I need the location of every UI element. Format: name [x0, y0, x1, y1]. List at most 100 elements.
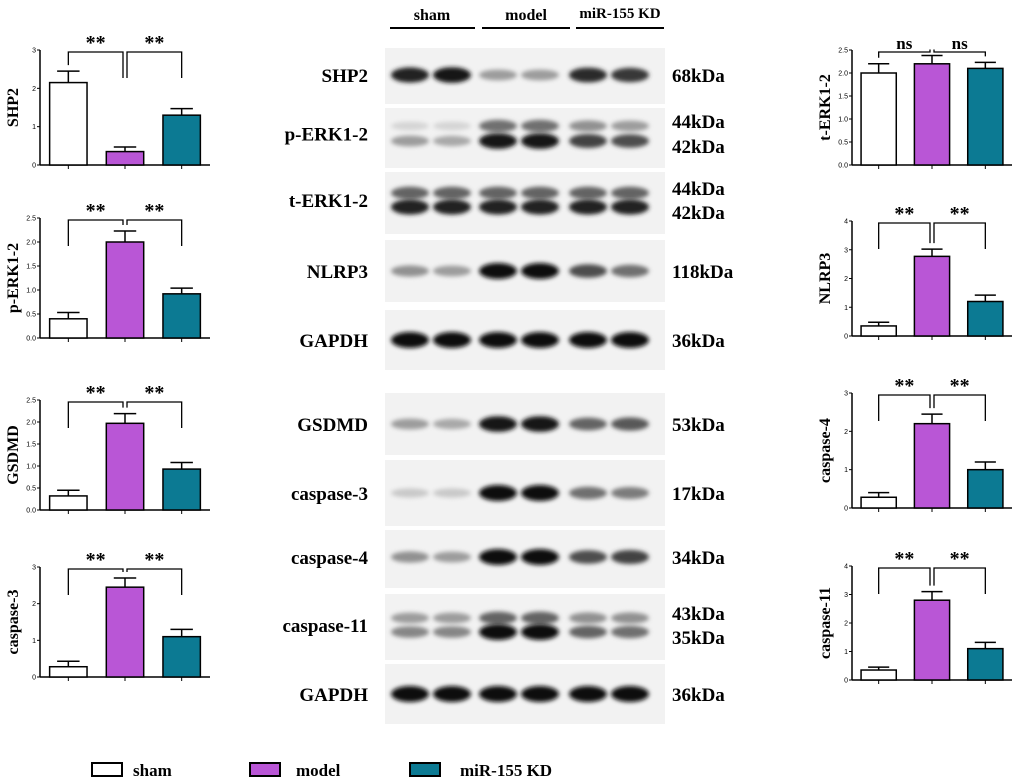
significance-label: ** — [144, 382, 164, 404]
y-tick-label: 2.5 — [26, 216, 36, 223]
significance-bracket — [67, 401, 124, 428]
band — [433, 488, 471, 498]
y-tick-label: 0 — [844, 678, 848, 685]
western-blots: SHP2 68kDa p-ERK1-2 44kDa 42kDa t-ERK1-2 44kDa… — [283, 48, 734, 724]
band — [391, 686, 429, 702]
y-tick-label: 1.0 — [838, 117, 848, 124]
band — [521, 133, 559, 149]
band — [391, 626, 429, 638]
blot-caspase-4: caspase-4 34kDa — [291, 530, 725, 588]
y-tick-label: 2 — [32, 86, 36, 93]
band — [479, 133, 517, 149]
y-tick-label: 3 — [32, 48, 36, 55]
blot-membrane — [385, 594, 665, 660]
band — [569, 486, 607, 500]
band — [433, 551, 471, 563]
band — [611, 612, 649, 624]
significance-bracket — [933, 567, 986, 594]
y-tick-label: 2.0 — [26, 240, 36, 247]
bar-model — [105, 422, 145, 511]
band — [569, 625, 607, 639]
molecular-weight-label: 44kDa — [672, 179, 725, 200]
significance-label: ns — [896, 34, 912, 53]
band — [521, 263, 559, 279]
band — [391, 135, 429, 147]
blot-nlrp3: NLRP3 118kDa — [307, 240, 734, 302]
band — [611, 199, 649, 215]
band — [569, 264, 607, 278]
y-axis-label: caspase-4 — [817, 418, 834, 483]
band — [521, 611, 559, 625]
molecular-weight-label: 43kDa — [672, 604, 725, 625]
significance-label: ns — [952, 34, 968, 53]
y-tick-label: 1.0 — [26, 464, 36, 471]
bar-sham — [48, 81, 88, 166]
blot-label: caspase-4 — [291, 548, 369, 569]
band — [569, 686, 607, 702]
bar-sham — [48, 318, 88, 339]
y-tick-label: 1 — [32, 124, 36, 131]
chart-nlrp3: 0 1 2 3 4 NLRP3 ** ** — [817, 203, 1012, 341]
bar-sham — [860, 325, 898, 337]
band — [569, 417, 607, 431]
bar-sham — [860, 496, 898, 509]
band — [611, 134, 649, 148]
bar-model — [105, 241, 145, 339]
band — [433, 121, 471, 131]
blot-label: SHP2 — [322, 66, 368, 87]
bar-sham — [860, 669, 898, 681]
band — [433, 265, 471, 277]
band — [569, 120, 607, 132]
legend-swatch-model — [249, 762, 281, 777]
blot-t-erk1-2: t-ERK1-2 44kDa 42kDa — [289, 172, 725, 234]
band — [611, 186, 649, 200]
significance-bracket — [126, 51, 183, 78]
y-tick-label: 2.0 — [838, 71, 848, 78]
band — [433, 626, 471, 638]
bar-mir-155-kd — [162, 114, 202, 166]
band — [391, 332, 429, 348]
band — [479, 332, 517, 348]
molecular-weight-label: 53kDa — [672, 415, 725, 436]
bar-model — [913, 422, 951, 509]
band — [479, 686, 517, 702]
blot-gapdh: GAPDH 36kDa — [299, 664, 725, 724]
significance-label: ** — [950, 375, 970, 397]
band — [479, 624, 517, 640]
band — [521, 119, 559, 133]
band — [433, 186, 471, 200]
y-axis-label: SHP2 — [5, 88, 22, 127]
band — [391, 121, 429, 131]
chart-t-erk1-2: 0.0 0.5 1.0 1.5 2.0 2.5 t-ERK1-2 ns ns — [817, 34, 1012, 170]
significance-label: ** — [894, 548, 914, 570]
y-tick-label: 2 — [844, 276, 848, 283]
bar-model — [913, 599, 951, 681]
band — [521, 416, 559, 432]
molecular-weight-label: 35kDa — [672, 628, 725, 649]
band — [569, 332, 607, 348]
band — [521, 69, 559, 81]
band — [521, 686, 559, 702]
band — [611, 120, 649, 132]
blot-header: sham model miR-155 KD — [390, 6, 664, 29]
band — [569, 134, 607, 148]
blot-label: p-ERK1-2 — [285, 125, 368, 146]
band — [479, 549, 517, 565]
significance-label: ** — [86, 549, 106, 571]
molecular-weight-label: 36kDa — [672, 685, 725, 706]
significance-bracket — [878, 567, 931, 594]
y-tick-label: 4 — [844, 219, 848, 226]
blot-caspase-11: caspase-11 43kDa 35kDa — [283, 594, 725, 660]
molecular-weight-label: 118kDa — [672, 262, 734, 283]
y-tick-label: 1 — [32, 638, 36, 645]
band — [433, 418, 471, 430]
significance-label: ** — [86, 32, 106, 54]
bar-model — [913, 63, 951, 166]
y-tick-label: 3 — [844, 592, 848, 599]
chart-gsdmd: 0.0 0.5 1.0 1.5 2.0 2.5 GSDMD ** ** — [5, 382, 210, 515]
blot-label: NLRP3 — [307, 262, 368, 283]
blot-caspase-3: caspase-3 17kDa — [291, 460, 725, 526]
band — [433, 612, 471, 624]
blot-gapdh: GAPDH 36kDa — [299, 310, 725, 370]
y-tick-label: 0.0 — [838, 163, 848, 170]
